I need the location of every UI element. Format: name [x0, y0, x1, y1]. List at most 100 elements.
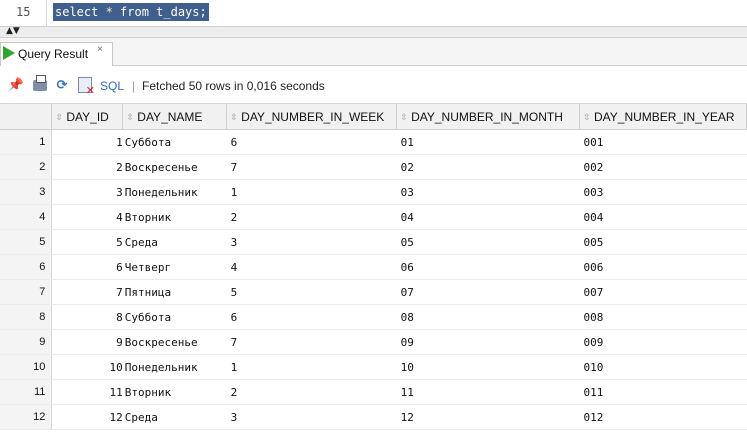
cell-day-id[interactable]: 7 — [51, 279, 123, 305]
cell-day-number-in-week[interactable]: 1 — [226, 179, 397, 205]
cell-day-number-in-week[interactable]: 6 — [226, 129, 397, 155]
cancel-icon[interactable]: ✕ — [76, 77, 95, 96]
column-header-day-number-in-month[interactable]: ⇳ DAY_NUMBER_IN_MONTH — [396, 104, 581, 130]
tab-close-icon[interactable]: × — [97, 44, 103, 55]
cell-day-number-in-week[interactable]: 1 — [226, 354, 397, 380]
column-header-day-name[interactable]: ⇳ DAY_NAME — [122, 104, 228, 130]
cell-day-id[interactable]: 11 — [51, 379, 123, 405]
refresh-icon[interactable]: ⟳ — [56, 77, 68, 93]
cell-day-number-in-year[interactable]: 005 — [579, 229, 747, 255]
tab-query-result[interactable]: Query Result × — [0, 42, 113, 66]
panel-splitter[interactable]: ▲▼ — [0, 26, 747, 38]
cell-day-name[interactable]: Воскресенье — [122, 154, 227, 180]
table-row[interactable]: 3 3 Понедельник 1 03 003 — [0, 179, 747, 205]
cell-day-number-in-month[interactable]: 07 — [396, 279, 580, 305]
table-row[interactable]: 11 11 Вторник 2 11 011 — [0, 379, 747, 405]
sort-icon[interactable]: ⇳ — [126, 112, 134, 123]
cell-day-number-in-month[interactable]: 10 — [396, 354, 580, 380]
row-number[interactable]: 2 — [0, 154, 53, 180]
row-number[interactable]: 7 — [0, 279, 53, 305]
cell-day-number-in-year[interactable]: 001 — [579, 129, 747, 155]
row-number[interactable]: 5 — [0, 229, 53, 255]
column-header-day-number-in-year[interactable]: ⇳ DAY_NUMBER_IN_YEAR — [579, 104, 747, 130]
table-row[interactable]: 7 7 Пятница 5 07 007 — [0, 279, 747, 305]
column-header-day-number-in-week[interactable]: ⇳ DAY_NUMBER_IN_WEEK — [226, 104, 398, 130]
sort-icon[interactable]: ⇳ — [55, 112, 63, 123]
table-row[interactable]: 2 2 Воскресенье 7 02 002 — [0, 154, 747, 180]
cell-day-number-in-year[interactable]: 002 — [579, 154, 747, 180]
cell-day-number-in-year[interactable]: 012 — [579, 404, 747, 430]
cell-day-number-in-month[interactable]: 04 — [396, 204, 580, 230]
cell-day-number-in-week[interactable]: 2 — [226, 379, 397, 405]
cell-day-number-in-year[interactable]: 010 — [579, 354, 747, 380]
cell-day-name[interactable]: Понедельник — [122, 354, 227, 380]
row-number[interactable]: 8 — [0, 304, 53, 330]
cell-day-number-in-week[interactable]: 2 — [226, 204, 397, 230]
cell-day-number-in-year[interactable]: 011 — [579, 379, 747, 405]
cell-day-id[interactable]: 1 — [51, 129, 123, 155]
pin-icon[interactable]: 📌 — [7, 77, 25, 93]
cell-day-number-in-week[interactable]: 6 — [226, 304, 397, 330]
table-row[interactable]: 12 12 Среда 3 12 012 — [0, 404, 747, 430]
cell-day-number-in-year[interactable]: 006 — [579, 254, 747, 280]
sort-icon[interactable]: ⇳ — [230, 112, 238, 123]
row-number[interactable]: 12 — [0, 404, 53, 430]
print-icon[interactable] — [31, 74, 49, 93]
table-row[interactable]: 5 5 Среда 3 05 005 — [0, 229, 747, 255]
row-number[interactable]: 10 — [0, 354, 53, 380]
cell-day-number-in-week[interactable]: 3 — [226, 229, 397, 255]
cell-day-number-in-month[interactable]: 01 — [396, 129, 580, 155]
cell-day-number-in-month[interactable]: 05 — [396, 229, 580, 255]
cell-day-number-in-month[interactable]: 09 — [396, 329, 580, 355]
cell-day-name[interactable]: Вторник — [122, 204, 227, 230]
sql-link[interactable]: SQL — [100, 79, 125, 93]
cell-day-name[interactable]: Четверг — [122, 254, 227, 280]
cell-day-name[interactable]: Суббота — [122, 129, 227, 155]
cell-day-name[interactable]: Вторник — [122, 379, 227, 405]
row-number[interactable]: 4 — [0, 204, 53, 230]
cell-day-id[interactable]: 8 — [51, 304, 123, 330]
table-row[interactable]: 10 10 Понедельник 1 10 010 — [0, 354, 747, 380]
cell-day-id[interactable]: 9 — [51, 329, 123, 355]
cell-day-name[interactable]: Пятница — [122, 279, 227, 305]
table-row[interactable]: 6 6 Четверг 4 06 006 — [0, 254, 747, 280]
cell-day-number-in-week[interactable]: 3 — [226, 404, 397, 430]
cell-day-id[interactable]: 12 — [51, 404, 123, 430]
row-number[interactable]: 1 — [0, 129, 53, 155]
cell-day-id[interactable]: 2 — [51, 154, 123, 180]
row-number[interactable]: 11 — [0, 379, 53, 405]
cell-day-id[interactable]: 4 — [51, 204, 123, 230]
row-number[interactable]: 6 — [0, 254, 53, 280]
cell-day-id[interactable]: 10 — [51, 354, 123, 380]
cell-day-id[interactable]: 6 — [51, 254, 123, 280]
results-grid[interactable]: ⇳ DAY_ID ⇳ DAY_NAME ⇳ DAY_NUMBER_IN_WEEK ⇳ D… — [0, 104, 747, 437]
row-number[interactable]: 9 — [0, 329, 53, 355]
cell-day-name[interactable]: Понедельник — [122, 179, 227, 205]
sql-editor[interactable]: 15 select * from t_days; — [0, 0, 747, 26]
cell-day-number-in-week[interactable]: 4 — [226, 254, 397, 280]
cell-day-name[interactable]: Среда — [122, 229, 227, 255]
cell-day-number-in-year[interactable]: 009 — [579, 329, 747, 355]
cell-day-number-in-year[interactable]: 003 — [579, 179, 747, 205]
cell-day-id[interactable]: 3 — [51, 179, 123, 205]
cell-day-name[interactable]: Воскресенье — [122, 329, 227, 355]
cell-day-number-in-month[interactable]: 12 — [396, 404, 580, 430]
cell-day-number-in-year[interactable]: 004 — [579, 204, 747, 230]
column-header-day-id[interactable]: ⇳ DAY_ID — [51, 104, 124, 130]
cell-day-number-in-week[interactable]: 5 — [226, 279, 397, 305]
cell-day-number-in-month[interactable]: 11 — [396, 379, 580, 405]
cell-day-number-in-month[interactable]: 06 — [396, 254, 580, 280]
cell-day-number-in-month[interactable]: 02 — [396, 154, 580, 180]
table-row[interactable]: 9 9 Воскресенье 7 09 009 — [0, 329, 747, 355]
sort-icon[interactable]: ⇳ — [400, 112, 408, 123]
cell-day-name[interactable]: Среда — [122, 404, 227, 430]
splitter-arrows-icon[interactable]: ▲▼ — [6, 26, 20, 36]
cell-day-number-in-month[interactable]: 03 — [396, 179, 580, 205]
row-number[interactable]: 3 — [0, 179, 53, 205]
cell-day-name[interactable]: Суббота — [122, 304, 227, 330]
table-row[interactable]: 4 4 Вторник 2 04 004 — [0, 204, 747, 230]
sort-icon[interactable]: ⇳ — [583, 112, 591, 123]
table-row[interactable]: 1 1 Суббота 6 01 001 — [0, 129, 747, 155]
cell-day-number-in-year[interactable]: 008 — [579, 304, 747, 330]
cell-day-number-in-month[interactable]: 08 — [396, 304, 580, 330]
